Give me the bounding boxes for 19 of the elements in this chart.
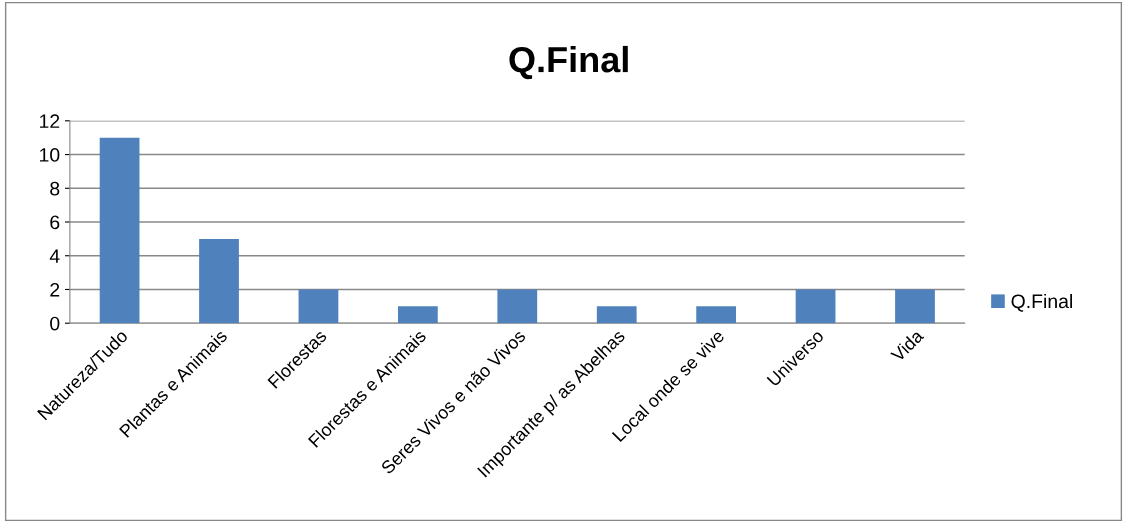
- y-tick-label: 6: [50, 215, 60, 230]
- bar: [199, 238, 239, 324]
- bar: [895, 289, 935, 324]
- y-tick-label: 10: [40, 148, 60, 162]
- bar: [497, 289, 538, 324]
- legend-label: Q.Final: [1011, 293, 1072, 312]
- bar: [99, 137, 140, 324]
- y-tick-label: 4: [49, 249, 60, 263]
- y-tick-label: 8: [50, 181, 60, 196]
- bar: [795, 289, 836, 324]
- bar: [298, 289, 339, 324]
- bar: [696, 306, 737, 324]
- x-tick-label: Vida: [889, 328, 925, 363]
- y-tick-label: 0: [50, 316, 60, 331]
- y-tick-label: 12: [40, 114, 60, 128]
- bar: [397, 306, 438, 324]
- bar: [596, 306, 637, 324]
- chart-title: Q.Final: [509, 45, 628, 80]
- y-tick-label: 2: [50, 282, 60, 297]
